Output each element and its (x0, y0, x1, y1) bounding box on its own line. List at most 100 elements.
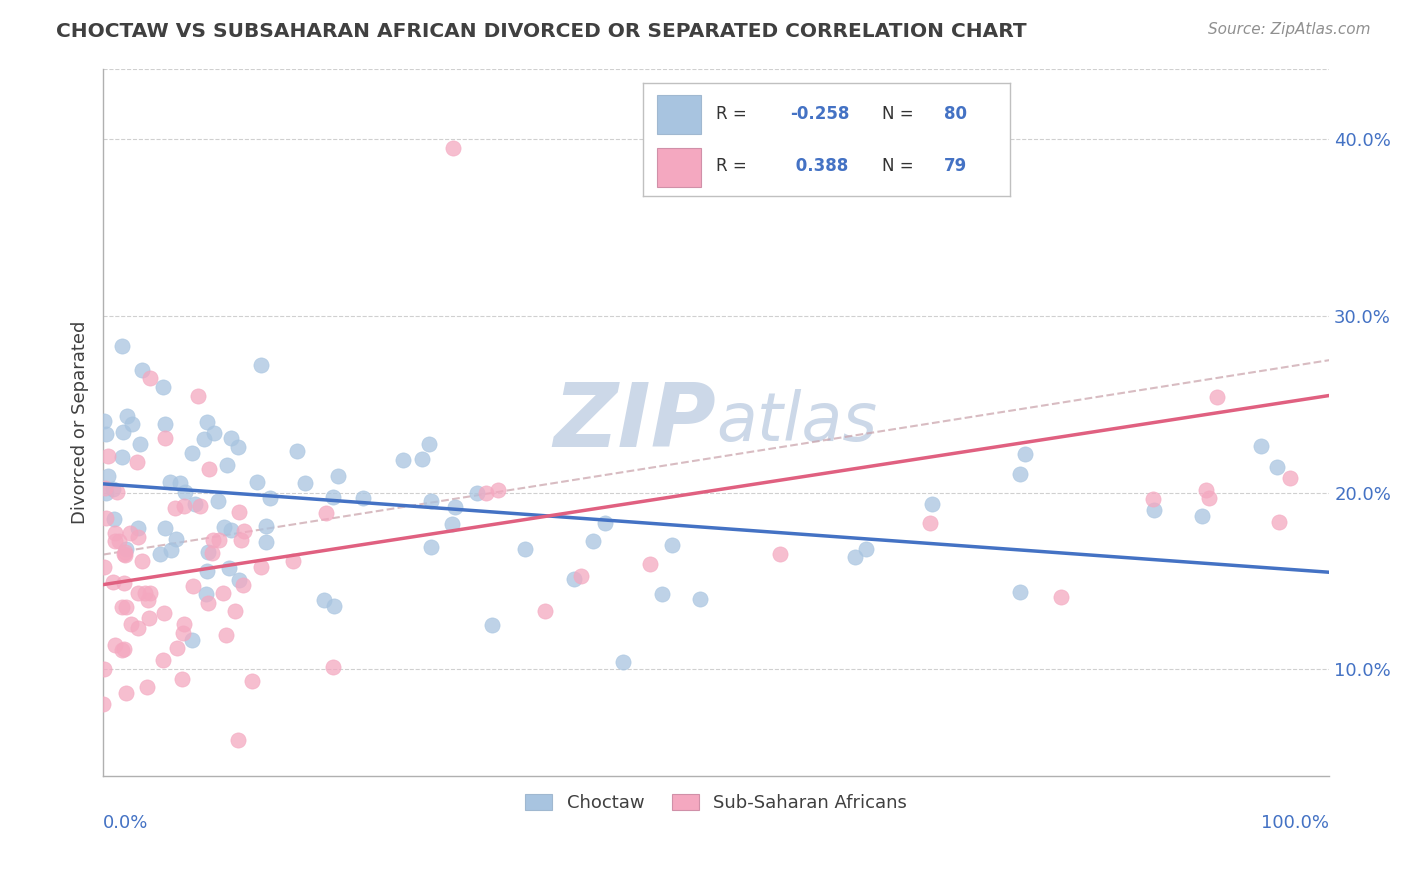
Point (110, 643, 132, 657)
Point (564, 572, 586, 586)
Point (224, 604, 246, 618)
Point (111, 450, 134, 465)
Y-axis label: Divorced or Separated: Divorced or Separated (72, 320, 89, 524)
Point (139, 371, 162, 385)
Point (481, 618, 503, 632)
Point (129, 437, 152, 451)
Point (1008, 584, 1031, 599)
Point (218, 561, 240, 575)
Point (314, 593, 336, 607)
Point (1265, 460, 1288, 475)
Point (193, 432, 215, 446)
Point (513, 542, 536, 557)
Point (112, 576, 135, 591)
Point (152, 653, 174, 667)
Point (103, 512, 125, 526)
Point (250, 559, 273, 574)
Point (661, 537, 683, 551)
Point (475, 486, 498, 500)
Point (131, 554, 153, 568)
Point (233, 524, 256, 538)
Point (163, 501, 186, 516)
Point (112, 425, 135, 439)
Point (195, 564, 218, 578)
Point (153, 521, 176, 535)
Point (93, 414, 115, 428)
Point (612, 655, 634, 669)
Point (114, 542, 136, 557)
Point (91, 697, 114, 711)
Point (221, 431, 243, 445)
Point (486, 483, 509, 497)
Point (121, 417, 143, 431)
Point (1198, 491, 1220, 505)
Point (187, 388, 209, 402)
Point (322, 490, 344, 504)
Point (111, 599, 134, 614)
Point (172, 673, 194, 687)
Point (169, 476, 191, 491)
Point (94, 481, 117, 495)
Point (173, 616, 195, 631)
Point (285, 444, 308, 458)
Point (149, 547, 172, 561)
Point (1195, 483, 1218, 497)
Point (593, 516, 616, 530)
Point (259, 491, 281, 505)
Point (101, 482, 124, 496)
Point (114, 549, 136, 563)
Point (1267, 515, 1289, 529)
Point (322, 660, 344, 674)
Point (127, 530, 149, 544)
Point (844, 550, 866, 565)
Point (128, 586, 150, 600)
Point (214, 520, 236, 534)
Point (117, 409, 139, 424)
Point (640, 557, 662, 571)
Point (1143, 503, 1166, 517)
Point (1049, 591, 1071, 605)
Point (231, 533, 253, 547)
Point (250, 358, 273, 372)
Point (228, 573, 250, 587)
Point (232, 577, 254, 591)
Point (254, 519, 277, 533)
Point (920, 516, 942, 530)
Point (194, 586, 217, 600)
Point (1278, 471, 1301, 485)
Point (465, 486, 488, 500)
Point (115, 686, 138, 700)
Point (160, 543, 183, 558)
Point (120, 617, 142, 632)
Point (283, 554, 305, 568)
Point (208, 533, 231, 547)
Point (101, 575, 124, 590)
Point (201, 546, 224, 560)
Point (110, 339, 132, 353)
Text: CHOCTAW VS SUBSAHARAN AFRICAN DIVORCED OR SEPARATED CORRELATION CHART: CHOCTAW VS SUBSAHARAN AFRICAN DIVORCED O… (56, 22, 1026, 41)
Point (352, 491, 374, 505)
Point (97, 469, 120, 483)
Point (112, 641, 135, 656)
Point (96, 510, 118, 524)
Point (534, 604, 557, 618)
Point (153, 417, 176, 431)
Point (254, 535, 277, 549)
Point (1014, 447, 1036, 461)
Point (582, 533, 605, 548)
Point (104, 526, 127, 541)
Point (441, 141, 464, 155)
Point (651, 586, 673, 600)
Point (93, 559, 115, 574)
Point (114, 544, 136, 558)
Point (569, 569, 592, 583)
Point (94, 486, 117, 500)
Point (201, 533, 224, 548)
Point (240, 673, 263, 688)
Point (188, 499, 211, 513)
Point (195, 415, 218, 429)
Point (202, 425, 225, 440)
Point (115, 600, 138, 615)
Point (443, 500, 465, 514)
Point (165, 532, 187, 546)
